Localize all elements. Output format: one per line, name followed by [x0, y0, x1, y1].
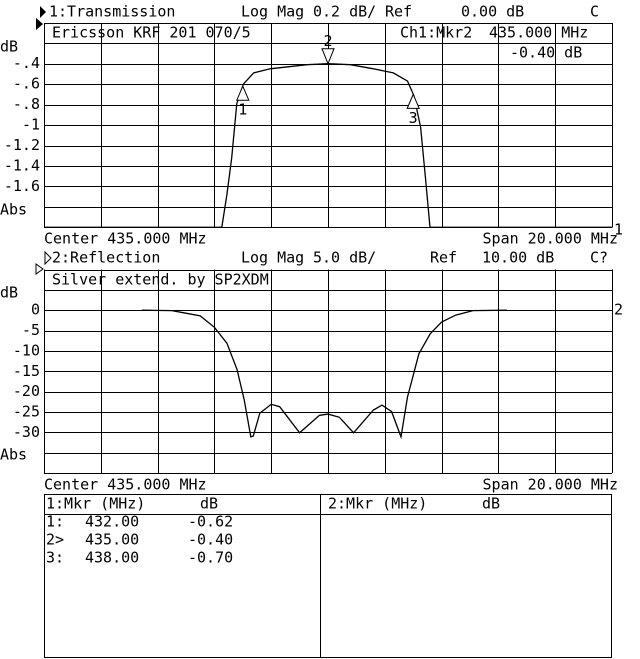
y-tick-label: -25: [13, 403, 40, 421]
transmission-plot: -.4 -.6 -.8 -1 -1.2 -1.4 -1.6 1 2 3: [4, 22, 613, 228]
marker-id: 2>: [46, 531, 64, 549]
ch1-right-label: 1: [614, 221, 623, 239]
y-tick-label: -.8: [13, 95, 40, 113]
marker-freq: 432.00: [85, 513, 139, 531]
ch2-title: 2:Reflection: [52, 249, 160, 267]
y-tick-label: -1.4: [4, 156, 40, 174]
ch1-title: 1:Transmission: [49, 3, 175, 21]
ch1-ref-position-icon: [36, 18, 43, 30]
y-tick-label: -1.2: [4, 136, 40, 154]
ch2-ref-label: Ref: [430, 249, 457, 267]
inactive-channel-icon: [44, 250, 52, 266]
ch1-y-unit: dB: [0, 38, 18, 56]
ch2-ref-value: 10.00 dB: [482, 249, 554, 267]
ch1-marker-value: -0.40 dB: [510, 44, 582, 62]
marker-label: 2: [323, 32, 332, 50]
ch2-status: C?: [590, 249, 608, 267]
y-tick-label: -30: [13, 423, 40, 441]
marker-id: 3:: [46, 549, 64, 567]
marker-3-icon[interactable]: [406, 93, 420, 109]
marker-row: 1: 432.00 -0.62: [46, 513, 233, 531]
y-tick-label: -1: [22, 116, 40, 134]
mkr-table-left-unit: dB: [200, 495, 218, 513]
marker-1-icon[interactable]: [236, 84, 250, 101]
ch1-ref-value: 0.00 dB: [461, 3, 524, 21]
marker-id: 1:: [46, 513, 64, 531]
marker-label: 1: [238, 101, 247, 119]
y-tick-label: -1.6: [4, 177, 40, 195]
ch2-scale: 5.0 dB/: [313, 249, 376, 267]
marker-row: 2> 435.00 -0.40: [46, 531, 233, 549]
ch2-format: Log Mag: [241, 249, 304, 267]
marker-value: -0.70: [188, 549, 233, 567]
y-tick-label: -10: [13, 341, 40, 359]
marker-2-icon[interactable]: [321, 48, 335, 66]
ch1-format-label: Abs: [0, 201, 27, 219]
ch2-span: Span 20.000 MHz: [483, 476, 618, 494]
ch1-annotation: Ericsson KRF 201 070/5: [52, 24, 251, 42]
marker-freq: 438.00: [85, 549, 139, 567]
y-tick-label: -.4: [13, 54, 40, 72]
marker-value: -0.40: [188, 531, 233, 549]
active-channel-icon: [40, 6, 46, 18]
mkr-table-right-unit: dB: [482, 495, 500, 513]
marker-row: 3: 438.00 -0.70: [46, 549, 233, 567]
ch2-ref-position-icon: [35, 263, 44, 275]
ch1-ref-label: Ref: [385, 3, 412, 21]
ch1-marker-label: Ch1:Mkr2: [400, 24, 472, 42]
ch2-right-label: 2: [614, 301, 623, 319]
y-tick-label: -20: [13, 382, 40, 400]
ch2-center: Center 435.000 MHz: [44, 476, 207, 494]
y-tick-label: 0: [31, 301, 40, 319]
reflection-plot: 0 -5 -10 -15 -20 -25 -30: [13, 269, 613, 474]
ch2-annotation: Silver extend. by SP2XDM: [52, 271, 269, 289]
ch2-format-label: Abs: [0, 446, 27, 464]
mkr-table-left-header: 1:Mkr (MHz): [46, 495, 145, 513]
y-tick-label: -.6: [13, 75, 40, 93]
ch2-y-unit: dB: [0, 284, 18, 302]
marker-value: -0.62: [188, 513, 233, 531]
mkr-table-right-header: 2:Mkr (MHz): [328, 495, 427, 513]
marker-table: [44, 494, 612, 658]
ch1-scale: 0.2 dB/: [313, 3, 376, 21]
trace-line: [141, 309, 507, 440]
ch1-center: Center 435.000 MHz: [44, 230, 207, 248]
y-tick-label: -15: [13, 362, 40, 380]
ch1-format: Log Mag: [241, 3, 304, 21]
ch1-span: Span 20.000 MHz: [483, 230, 618, 248]
y-tick-label: -5: [22, 321, 40, 339]
ch1-status: C: [590, 3, 599, 21]
marker-freq: 435.00: [85, 531, 139, 549]
ch1-marker-freq: 435.000 MHz: [489, 24, 588, 42]
marker-label: 3: [409, 109, 418, 127]
